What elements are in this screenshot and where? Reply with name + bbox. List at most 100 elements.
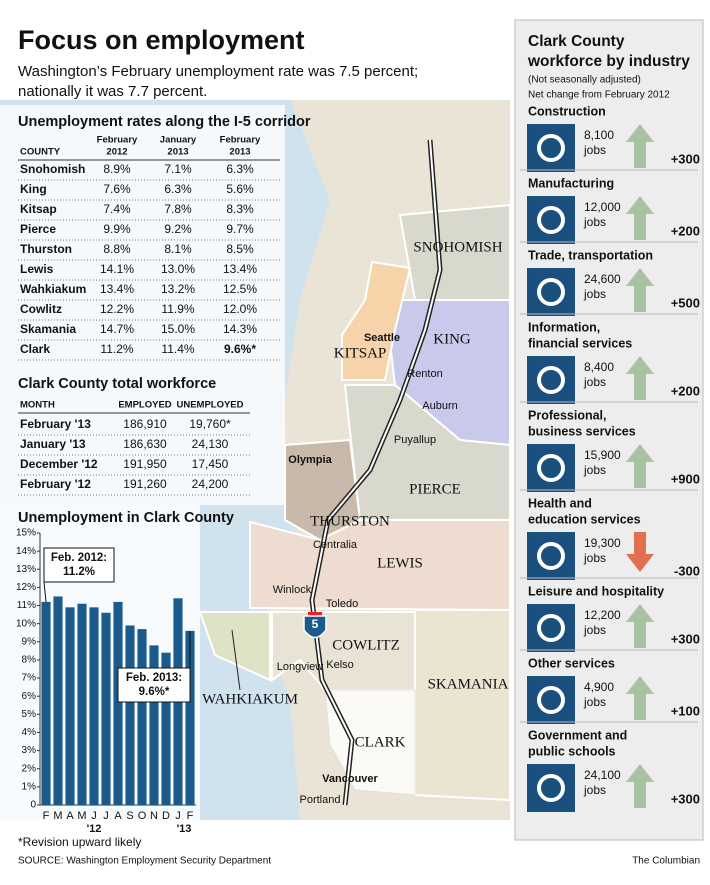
industry-icon bbox=[527, 356, 575, 404]
table-cell: Wahkiakum bbox=[20, 282, 86, 296]
table-cell: 7.1% bbox=[164, 162, 192, 176]
annotation-text: 9.6%* bbox=[139, 686, 170, 698]
table-cell: 17,450 bbox=[192, 457, 229, 471]
x-tick-label: J bbox=[103, 810, 109, 822]
jobs-count: 12,200 bbox=[584, 608, 621, 622]
jobs-unit: jobs bbox=[583, 463, 606, 477]
table-cell: January '13 bbox=[20, 437, 86, 451]
city-label: Puyallup bbox=[394, 434, 436, 446]
table-header: UNEMPLOYED bbox=[176, 400, 243, 411]
icon-glyph bbox=[537, 278, 565, 306]
y-tick-label: 7% bbox=[22, 673, 37, 684]
table-cell: 11.4% bbox=[161, 342, 194, 356]
industry-icon bbox=[527, 196, 575, 244]
x-tick-label: F bbox=[187, 810, 194, 822]
jobs-change: +200 bbox=[671, 223, 700, 238]
jobs-count: 24,100 bbox=[584, 768, 621, 782]
table-cell: 7.8% bbox=[164, 202, 192, 216]
industry-name: public schools bbox=[528, 744, 616, 758]
credit: The Columbian bbox=[632, 856, 700, 867]
table-cell: 12.2% bbox=[100, 302, 134, 316]
jobs-unit: jobs bbox=[583, 375, 606, 389]
table-cell: 8.8% bbox=[103, 242, 131, 256]
bar bbox=[137, 629, 147, 805]
y-tick-label: 10% bbox=[16, 618, 36, 629]
jobs-change: +900 bbox=[671, 471, 700, 486]
table-cell: Thurston bbox=[20, 242, 72, 256]
bar bbox=[41, 601, 51, 805]
y-tick-label: 1% bbox=[22, 782, 37, 793]
y-tick-label: 6% bbox=[22, 691, 37, 702]
jobs-unit: jobs bbox=[583, 783, 606, 797]
y-tick-label: 14% bbox=[16, 546, 36, 557]
industry-name: Government and bbox=[528, 728, 627, 742]
industry-name: business services bbox=[528, 424, 636, 438]
table-title: Unemployment rates along the I-5 corrido… bbox=[18, 114, 311, 130]
county-label: KING bbox=[433, 331, 471, 347]
table-cell: Lewis bbox=[20, 262, 54, 276]
table-cell: 13.4% bbox=[223, 262, 257, 276]
interstate-5-inner bbox=[310, 139, 442, 806]
jobs-count: 8,100 bbox=[584, 128, 614, 142]
table-cell: 19,760* bbox=[189, 417, 231, 431]
industry-name: Information, bbox=[528, 320, 600, 334]
table-cell: 9.7% bbox=[226, 222, 254, 236]
x-tick-label: A bbox=[66, 810, 74, 822]
annotation-text: Feb. 2013: bbox=[126, 672, 182, 684]
table-header: MONTH bbox=[20, 400, 55, 411]
y-tick-label: 9% bbox=[22, 636, 37, 647]
jobs-change: -300 bbox=[674, 563, 700, 578]
table-cell: 5.6% bbox=[226, 182, 254, 196]
table-cell: 24,200 bbox=[192, 477, 229, 491]
panel-note: Net change from February 2012 bbox=[528, 90, 670, 101]
annotation-text: 11.2% bbox=[63, 566, 95, 578]
x-tick-label: M bbox=[53, 810, 62, 822]
table-header: 2013 bbox=[229, 147, 250, 158]
year-label: '13 bbox=[177, 823, 192, 835]
jobs-unit: jobs bbox=[583, 551, 606, 565]
city-label: Olympia bbox=[288, 454, 332, 466]
bar bbox=[149, 645, 159, 805]
industry-name: Leisure and hospitality bbox=[528, 584, 664, 598]
x-tick-label: D bbox=[162, 810, 170, 822]
jobs-change: +300 bbox=[671, 151, 700, 166]
table-cell: Skamania bbox=[20, 322, 76, 336]
x-tick-label: F bbox=[43, 810, 50, 822]
bar bbox=[161, 652, 171, 805]
table-cell: 9.6%* bbox=[224, 342, 256, 356]
y-tick-label: 2% bbox=[22, 763, 37, 774]
city-label: Portland bbox=[300, 794, 341, 806]
table-cell: February '13 bbox=[20, 417, 91, 431]
county-label: THURSTON bbox=[310, 513, 390, 529]
table-cell: 13.0% bbox=[161, 262, 195, 276]
table-cell: 7.6% bbox=[103, 182, 131, 196]
x-tick-label: J bbox=[175, 810, 181, 822]
city-label: Centralia bbox=[313, 539, 358, 551]
bar bbox=[65, 607, 75, 805]
icon-glyph bbox=[537, 614, 565, 642]
table-backdrop bbox=[0, 105, 285, 505]
industry-name: Construction bbox=[528, 104, 606, 118]
jobs-count: 24,600 bbox=[584, 272, 621, 286]
table-cell: 9.2% bbox=[164, 222, 192, 236]
industry-name: financial services bbox=[528, 336, 632, 350]
table-cell: 11.9% bbox=[161, 302, 194, 316]
x-tick-label: M bbox=[77, 810, 86, 822]
industry-name: Health and bbox=[528, 496, 592, 510]
annotation-box bbox=[43, 547, 115, 583]
industry-icon bbox=[527, 268, 575, 316]
county-label: CLARK bbox=[355, 734, 406, 750]
industry-name: Trade, transportation bbox=[528, 248, 653, 262]
x-tick-label: N bbox=[150, 810, 158, 822]
icon-glyph bbox=[537, 542, 565, 570]
table-cell: 6.3% bbox=[226, 162, 254, 176]
table-cell: 8.9% bbox=[103, 162, 131, 176]
jobs-unit: jobs bbox=[583, 143, 606, 157]
table-header: EMPLOYED bbox=[118, 400, 171, 411]
table-cell: 191,950 bbox=[123, 457, 167, 471]
table-cell: 12.5% bbox=[223, 282, 257, 296]
city-label: Kelso bbox=[326, 659, 354, 671]
table-cell: 24,130 bbox=[192, 437, 229, 451]
table-cell: 7.4% bbox=[103, 202, 131, 216]
icon-glyph bbox=[537, 774, 565, 802]
